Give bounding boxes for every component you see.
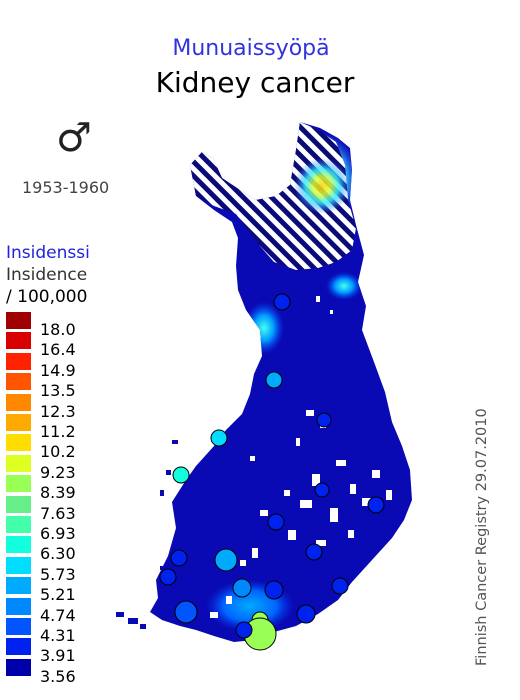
legend-swatch bbox=[6, 373, 31, 391]
legend-title-english: Insidence bbox=[6, 265, 88, 285]
archipelago-islands bbox=[116, 440, 178, 629]
legend-swatch bbox=[6, 475, 31, 493]
legend-swatch bbox=[6, 577, 31, 595]
period-label: 1953-1960 bbox=[22, 178, 110, 197]
city-marker bbox=[296, 604, 316, 624]
city-marker bbox=[316, 412, 332, 428]
legend-swatch bbox=[6, 618, 31, 635]
legend-label: 6.93 bbox=[40, 524, 76, 543]
legend-label: 14.9 bbox=[40, 360, 76, 380]
city-marker bbox=[174, 600, 198, 624]
city-marker bbox=[172, 466, 190, 484]
city-marker bbox=[159, 568, 177, 586]
city-marker bbox=[264, 580, 284, 600]
city-marker bbox=[210, 429, 228, 447]
male-symbol-icon: ♂ bbox=[56, 115, 92, 161]
legend-swatch bbox=[6, 597, 31, 615]
legend-swatch bbox=[6, 393, 31, 411]
legend-label: 10.2 bbox=[40, 442, 76, 462]
city-marker bbox=[331, 577, 349, 595]
legend-swatch bbox=[6, 454, 31, 472]
legend-label: 5.21 bbox=[40, 585, 76, 605]
legend-swatch bbox=[6, 414, 31, 431]
legend-unit: / 100,000 bbox=[6, 287, 88, 307]
legend-label: 16.4 bbox=[40, 340, 76, 360]
city-marker bbox=[305, 543, 323, 561]
city-marker bbox=[267, 513, 285, 531]
city-marker bbox=[273, 293, 291, 311]
legend-swatch bbox=[6, 352, 31, 370]
legend-label: 12.3 bbox=[40, 401, 76, 421]
city-marker bbox=[314, 482, 330, 498]
lapland-hotspot bbox=[294, 158, 350, 214]
legend-swatch bbox=[6, 556, 31, 574]
legend-label: 8.39 bbox=[40, 483, 76, 503]
city-markers bbox=[159, 293, 385, 651]
legend-swatch bbox=[6, 516, 31, 533]
city-marker bbox=[367, 496, 385, 514]
legend-label: 3.91 bbox=[40, 646, 76, 666]
city-marker bbox=[265, 371, 283, 389]
title-english: Kidney cancer bbox=[155, 66, 355, 99]
legend-title-finnish: Insidenssi bbox=[6, 243, 90, 263]
city-marker bbox=[235, 621, 253, 639]
legend-label: 7.63 bbox=[40, 503, 76, 523]
incidence-area-west bbox=[244, 302, 284, 354]
legend-label: 6.30 bbox=[40, 544, 76, 564]
city-marker bbox=[232, 578, 252, 598]
city-marker bbox=[170, 549, 188, 567]
credit-text: Finnish Cancer Registry 29.07.2010 bbox=[474, 408, 490, 666]
legend-swatch bbox=[6, 434, 31, 452]
city-marker bbox=[214, 548, 238, 572]
legend-label: 18.0 bbox=[40, 320, 76, 339]
legend-label: 11.2 bbox=[40, 422, 76, 441]
legend-label: 9.23 bbox=[40, 462, 76, 482]
incidence-area-east bbox=[326, 272, 362, 300]
title-finnish: Munuaissyöpä bbox=[172, 36, 330, 61]
legend-swatch bbox=[6, 332, 31, 350]
legend-label: 13.5 bbox=[40, 381, 76, 401]
lapland-hatched-region bbox=[190, 122, 356, 270]
legend-swatch bbox=[6, 312, 31, 329]
legend-swatch bbox=[6, 495, 31, 513]
legend-swatch bbox=[6, 658, 31, 676]
legend-label: 5.73 bbox=[40, 564, 76, 584]
legend-label: 4.74 bbox=[40, 605, 76, 625]
legend-label: 3.56 bbox=[40, 666, 76, 686]
legend-swatch bbox=[6, 638, 31, 656]
legend-label: 4.31 bbox=[40, 626, 76, 645]
legend-swatch bbox=[6, 536, 31, 554]
